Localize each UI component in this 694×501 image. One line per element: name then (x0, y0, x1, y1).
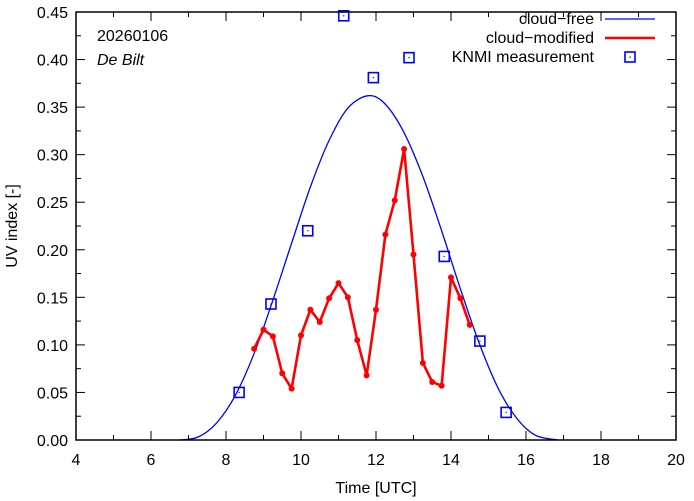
cloud-modified-point (457, 295, 464, 302)
plot-area (179, 10, 559, 441)
y-tick-label: 0.00 (37, 433, 68, 450)
y-axis-title: UV index [-] (4, 184, 21, 268)
y-tick-label: 0.25 (37, 195, 68, 212)
cloud-modified-point (279, 370, 286, 377)
y-tick-label: 0.20 (37, 243, 68, 260)
legend-swatch-knmi-measurement (624, 51, 636, 63)
x-axis-title: Time [UTC] (335, 480, 416, 497)
cloud-modified-point (373, 306, 379, 313)
cloud-modified-point (429, 378, 436, 385)
x-tick-label: 4 (72, 452, 81, 469)
cloud-modified-point (363, 372, 370, 379)
x-tick-label: 10 (292, 452, 310, 469)
legend-label-knmi-measurement: KNMI measurement (452, 49, 595, 66)
cloud-modified-point (401, 145, 408, 152)
y-tick-label: 0.30 (37, 148, 68, 165)
knmi-measurement-point (265, 298, 277, 310)
knmi-measurement-point (403, 51, 415, 64)
cloud-modified-point (251, 345, 258, 352)
cloud-modified-point (298, 332, 304, 339)
knmi-measurement-point (367, 71, 380, 84)
legend-label-cloud-free: cloud−free (519, 11, 594, 28)
knmi-measurement-point (337, 10, 350, 22)
x-tick-label: 6 (147, 452, 156, 469)
cloud-modified-point (419, 359, 426, 366)
knmi-measurement-point (301, 224, 314, 237)
plot-frame (75, 11, 677, 441)
axes: 4 6 8 10 12 14 16 18 20 0.00 0.05 0.10 0.15 0.20 0.25 0… (37, 5, 685, 469)
cloud-modified-point (466, 321, 473, 328)
annotation-date: 20260106 (97, 28, 168, 45)
y-tick-label: 0.45 (37, 5, 68, 22)
y-tick-label: 0.05 (37, 385, 68, 402)
cloud-modified-point (354, 337, 361, 344)
annotation-location: De Bilt (97, 52, 145, 69)
cloud-modified-point (288, 385, 295, 392)
cloud-modified-point (316, 319, 323, 326)
cloud-modified-point (269, 333, 276, 340)
cloud-modified-point (307, 306, 314, 313)
cloud-modified-point (344, 294, 351, 301)
cloud-modified-point (391, 197, 398, 204)
x-tick-label: 16 (517, 452, 535, 469)
legend-label-cloud-modified: cloud−modified (486, 30, 594, 47)
series-cloud-free-line (179, 94, 559, 441)
cloud-modified-point (410, 251, 417, 258)
series-cloud-modified-line (252, 147, 471, 390)
y-tick-label: 0.10 (37, 338, 68, 355)
x-tick-label: 20 (667, 452, 685, 469)
knmi-measurement-point (474, 335, 486, 347)
x-tick-label: 14 (442, 452, 460, 469)
cloud-modified-point (326, 295, 333, 302)
cloud-modified-point (335, 280, 342, 287)
cloud-modified-point (260, 326, 267, 333)
cloud-modified-point (382, 231, 389, 238)
x-tick-label: 8 (222, 452, 231, 469)
y-tick-label: 0.35 (37, 100, 68, 117)
knmi-measurement-point (233, 386, 245, 399)
x-tick-label: 12 (367, 452, 385, 469)
knmi-measurement-point (500, 406, 512, 419)
y-tick-label: 0.40 (37, 53, 68, 70)
cloud-modified-point (448, 274, 454, 281)
legend: cloud−free cloud−modified KNMI measureme… (452, 11, 655, 66)
cloud-modified-point (438, 382, 445, 389)
y-tick-label: 0.15 (37, 290, 68, 307)
knmi-measurement-point (438, 250, 451, 263)
x-tick-label: 18 (592, 452, 610, 469)
